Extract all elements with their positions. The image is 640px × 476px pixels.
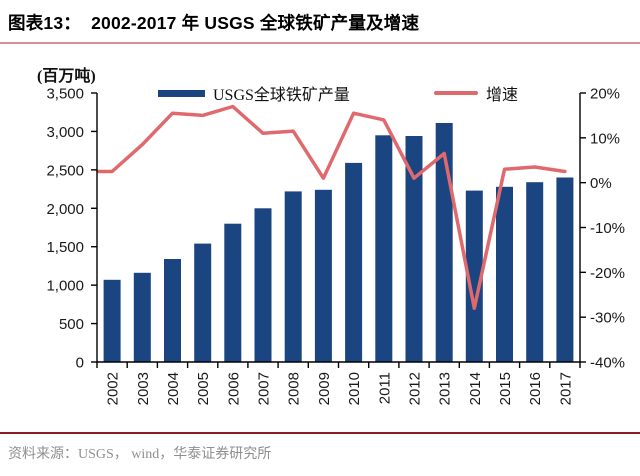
x-axis-label: 2002 [105,372,122,405]
right-axis-tick-label: -30% [590,310,625,327]
left-axis-tick-label: 1,000 [46,278,84,295]
x-axis-label: 2010 [346,372,363,405]
left-axis-unit-label: (百万吨) [37,68,96,85]
bar-2004 [164,259,181,362]
chart-title: 图表13： 2002-2017 年 USGS 全球铁矿产量及增速 [8,13,420,33]
source-note: 资料来源：USGS， wind，华泰证券研究所 [8,447,272,462]
x-axis-label: 2011 [376,372,393,404]
left-axis-tick-label: 2,500 [46,162,84,179]
x-axis-label: 2012 [407,372,424,405]
x-axis-label: 2007 [256,372,273,405]
left-axis-tick-label: 3,000 [46,124,84,141]
title-underline [0,42,640,44]
right-axis-tick-label: 20% [590,86,620,103]
legend-production-label: USGS全球铁矿产量 [213,87,350,104]
growth-line [96,104,567,310]
left-axis-tick-label: 1,500 [46,239,84,256]
legend-growth: 增速 [434,84,519,104]
x-axis-label: 2003 [135,372,152,405]
x-axis-label: 2013 [437,372,454,405]
left-axis-tick-label: 0 [76,355,84,372]
bar-2011 [375,135,393,362]
x-axis-label: 2004 [165,372,182,405]
x-axis-label: 2009 [316,372,333,405]
x-axis-label: 2014 [467,372,484,405]
x-axis-label: 2006 [225,372,242,405]
line-series-swatch-icon [434,91,478,95]
bar-2009 [314,189,332,362]
bar-2017 [556,177,574,362]
bar-2016 [526,182,544,362]
x-axis-label: 2005 [195,372,212,405]
footer-rule [0,432,640,434]
bar-2003 [133,272,151,362]
x-axis-label: 2008 [286,372,303,405]
bar-2002 [103,279,121,362]
legend-growth-label: 增速 [486,87,519,104]
right-axis-tick-label: 0% [590,175,612,192]
right-axis-tick-label: -40% [590,355,625,372]
x-axis-label: 2017 [557,372,574,405]
right-axis-tick-label: 10% [590,130,620,147]
x-axis-label: 2015 [497,372,514,405]
bar-2015 [496,186,513,362]
bar-2014 [465,190,483,362]
left-axis-tick-label: 500 [59,316,84,333]
right-axis-tick-label: -10% [590,220,625,237]
bar-2010 [345,162,363,362]
left-axis-tick-label: 3,500 [46,86,84,103]
left-axis-tick-label: 2,000 [46,201,84,218]
bar-2012 [405,136,423,362]
bar-2008 [284,191,302,362]
bar-2005 [194,243,212,362]
x-axis-label: 2016 [527,372,544,405]
bar-2006 [224,223,242,362]
bar-2007 [254,208,272,362]
legend-production: USGS全球铁矿产量 [158,84,350,104]
bar-series-swatch-icon [158,89,205,97]
right-axis-tick-label: -20% [590,265,625,282]
